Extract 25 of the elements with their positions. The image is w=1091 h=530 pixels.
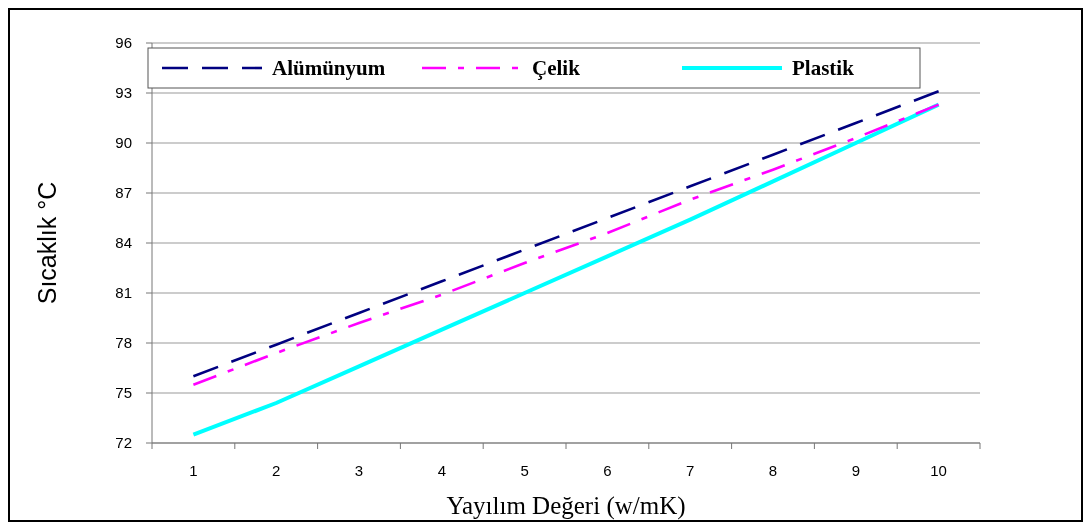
x-tick-label: 5	[520, 462, 529, 479]
y-axis-title: Sıcaklık °C	[33, 181, 61, 305]
y-tick-label: 96	[115, 34, 132, 52]
y-tick-label: 90	[115, 134, 132, 152]
y-tick-label: 87	[115, 184, 132, 202]
x-tick-label: 2	[272, 462, 281, 479]
y-tick-label: 72	[115, 434, 132, 452]
x-tick-label: 8	[768, 462, 778, 479]
x-tick-label: 3	[354, 462, 364, 479]
x-tick-label: 10	[930, 462, 947, 479]
legend-label: Çelik	[532, 56, 581, 81]
x-tick-label: 1	[189, 462, 198, 479]
line-series	[191, 102, 941, 437]
y-tick-label: 75	[115, 384, 132, 402]
y-tick-label: 78	[115, 334, 132, 352]
y-tick-label: 93	[115, 84, 132, 102]
legend-label: Alümünyum	[272, 56, 386, 81]
legend-label: Plastik	[792, 56, 855, 81]
x-tick-label: 9	[851, 462, 860, 479]
x-tick-label: 6	[603, 462, 612, 479]
y-tick-label: 81	[115, 284, 132, 302]
x-tick-label: 7	[686, 462, 695, 479]
x-tick-label: 4	[437, 462, 446, 479]
x-axis-title: Yayılım Değeri (w/mK)	[446, 492, 686, 520]
y-tick-label: 84	[115, 234, 132, 252]
